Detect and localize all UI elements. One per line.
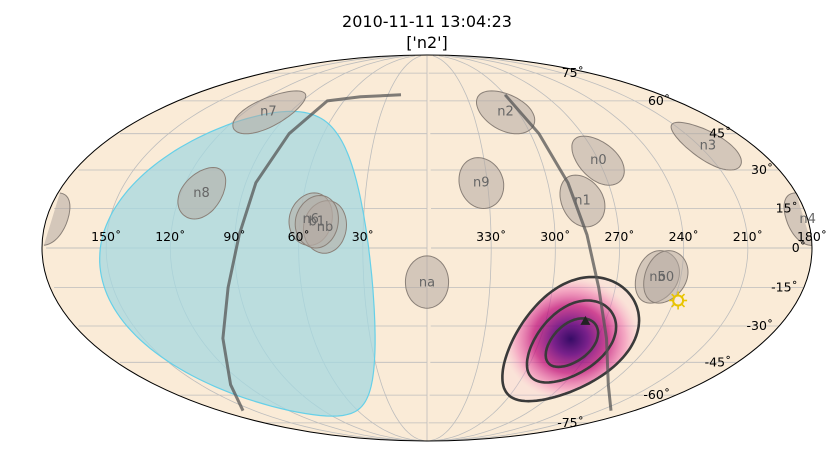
lat-tick-label: -60˚ — [643, 387, 670, 402]
grid-meridian — [429, 55, 492, 441]
detector-label-na: na — [419, 275, 435, 290]
plot-layer — [43, 55, 812, 441]
detector-n9-fov — [458, 157, 505, 210]
lon-tick-label: 180˚ — [797, 229, 827, 244]
lat-tick-label: 60˚ — [648, 93, 670, 108]
detector-n2-fov — [476, 90, 536, 135]
lat-tick-label: 15˚ — [776, 201, 798, 216]
detector-label-b0: b0 — [658, 270, 675, 285]
detector-label-b1: b1 — [309, 215, 326, 230]
lat-tick-label: 45˚ — [709, 126, 731, 141]
lon-tick-label: 330˚ — [476, 229, 506, 244]
detector-label-nb: nb — [317, 220, 334, 235]
detector-n3-fov — [670, 121, 742, 171]
lon-tick-label: 270˚ — [604, 229, 634, 244]
detector-label-n9: n9 — [473, 176, 490, 191]
galactic-plane — [221, 93, 613, 412]
source-position-marker — [580, 315, 591, 325]
detector-b1-fov — [294, 194, 339, 249]
galactic-plane-layer — [221, 93, 613, 412]
localization-layer — [501, 275, 641, 403]
sky-border — [41, 54, 813, 442]
localization-contour-3 — [501, 275, 641, 403]
lon-tick-label: 240˚ — [669, 229, 699, 244]
sun-ray — [680, 302, 686, 308]
grid-meridian — [441, 55, 749, 441]
lon-tick-label: 90˚ — [223, 229, 245, 244]
lon-tick-label: 30˚ — [352, 229, 374, 244]
localization-contour-1 — [544, 317, 600, 369]
lon-tick-label: 300˚ — [540, 229, 570, 244]
lat-tick-label: -45˚ — [705, 354, 732, 369]
detector-b0-fov — [643, 250, 689, 304]
lat-tick-label: 75˚ — [562, 65, 584, 80]
detector-layer — [43, 90, 812, 309]
localization-probability — [502, 277, 640, 402]
grid-meridian — [438, 55, 685, 441]
lon-tick-label: 60˚ — [288, 229, 310, 244]
detector-label-n8: n8 — [193, 186, 210, 201]
detector-n8-fov — [177, 166, 227, 220]
earth-occultation-region — [99, 110, 376, 417]
lat-tick-label: -75˚ — [557, 415, 584, 430]
sun-ray — [671, 293, 676, 299]
lon-tick-labels: 330˚ 300˚ 270˚ 240˚ 210˚ 180˚ 150˚ 120˚ 90˚ 60˚ 30… — [91, 229, 827, 244]
detector-label-n2: n2 — [497, 104, 514, 119]
detector-n0-fov — [571, 135, 625, 186]
detector-label-n6: n6 — [302, 212, 319, 227]
lat-tick-label: -30˚ — [747, 318, 774, 333]
lon-tick-label: 120˚ — [155, 229, 185, 244]
detector-label-n1: n1 — [574, 194, 591, 209]
localization-contour-2 — [525, 299, 618, 384]
detector-na-fov — [404, 255, 450, 309]
detector-labels: n0 n1 n2 n3 n4 n5 n6 n7 n8 n9 na nb b0 b1 — [193, 104, 816, 290]
lon-tick-label: 210˚ — [733, 229, 763, 244]
lat-tick-label: 30˚ — [751, 162, 773, 177]
detector-label-n4: n4 — [799, 212, 816, 227]
detector-label-n7: n7 — [260, 104, 277, 119]
detector-label-n3: n3 — [700, 139, 717, 154]
detector-label-n5: n5 — [649, 270, 666, 285]
markers — [580, 291, 688, 325]
lat-tick-label: 0˚ — [792, 240, 806, 255]
chart-subtitle: ['n2'] — [406, 33, 448, 52]
detector-label-n0: n0 — [590, 153, 607, 168]
lat-tick-labels: 75˚ 60˚ 45˚ 30˚ 15˚ 0˚ -15˚ -30˚ -45˚ -60˚ -75˚ — [557, 65, 806, 430]
lat-tick-label: -15˚ — [771, 280, 798, 295]
earth-occultation-layer — [99, 110, 376, 417]
sun-ray — [671, 302, 676, 308]
chart-title: 2010-11-11 13:04:23 — [342, 12, 512, 31]
sun-ray — [680, 293, 686, 299]
detector-n7-fov — [232, 90, 307, 135]
lon-tick-label: 150˚ — [91, 229, 121, 244]
